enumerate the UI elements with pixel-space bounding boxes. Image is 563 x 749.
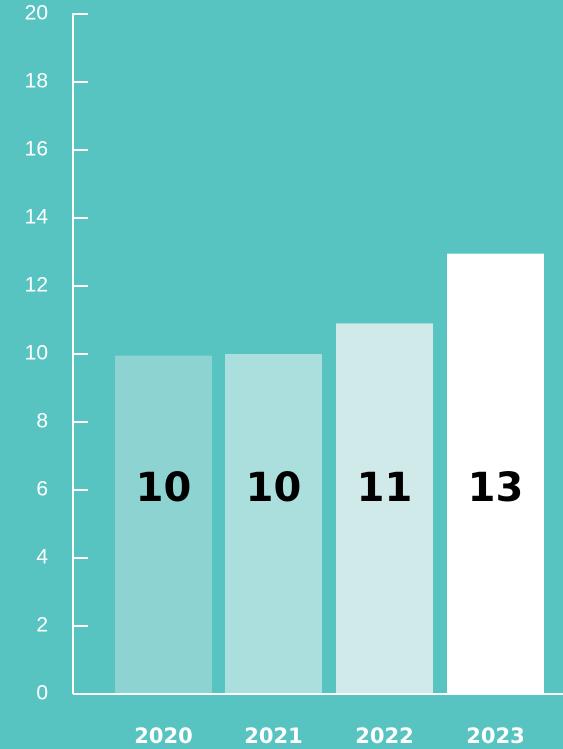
- y-axis-ticks: 0 2 4 6 8 10 12 14 16 18 20: [25, 2, 88, 705]
- y-tick-label-14: 14: [25, 206, 49, 229]
- bar-2021: [225, 354, 322, 694]
- bar-2020: [115, 355, 212, 694]
- data-label-2023: 13: [468, 465, 524, 511]
- data-label-2020: 10: [136, 465, 192, 511]
- y-tick-label-4: 4: [36, 546, 48, 569]
- data-label-2021: 10: [246, 465, 302, 511]
- bars: [115, 253, 544, 694]
- y-tick-label-8: 8: [36, 410, 48, 433]
- y-tick-label-18: 18: [25, 70, 48, 93]
- y-tick-label-2: 2: [36, 614, 48, 637]
- bar-2022: [336, 323, 433, 694]
- data-label-2022: 11: [357, 465, 413, 511]
- data-labels: 10 10 11 13: [136, 465, 524, 511]
- x-tick-label-2020: 2020: [134, 724, 192, 748]
- y-tick-label-10: 10: [25, 342, 48, 365]
- bar-2023: [447, 253, 544, 694]
- x-tick-label-2022: 2022: [355, 724, 413, 748]
- y-tick-label-0: 0: [36, 682, 48, 705]
- x-tick-label-2021: 2021: [244, 724, 302, 748]
- axes: [72, 13, 563, 695]
- x-axis-labels: 2020 2021 2022 2023: [134, 724, 524, 748]
- y-tick-label-20: 20: [25, 2, 48, 25]
- x-tick-label-2023: 2023: [466, 724, 524, 748]
- y-tick-label-12: 12: [25, 274, 48, 297]
- y-tick-label-6: 6: [36, 478, 48, 501]
- y-tick-label-16: 16: [25, 138, 48, 161]
